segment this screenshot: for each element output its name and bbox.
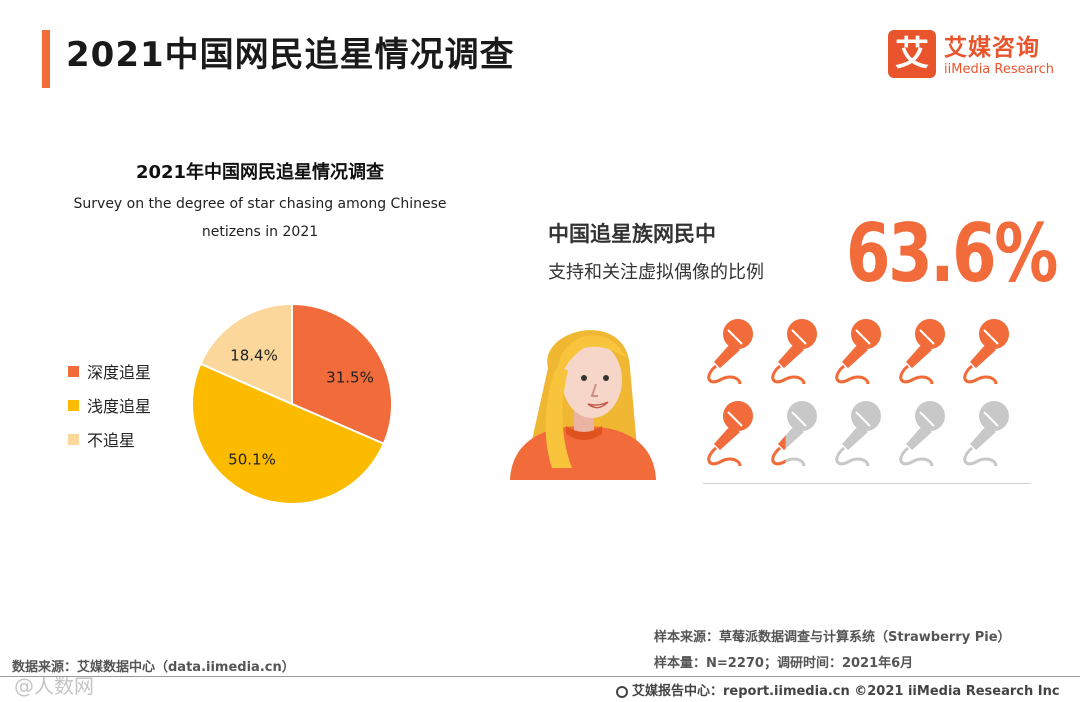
data-source-note: 数据来源：艾媒数据中心（data.iimedia.cn） xyxy=(12,660,295,675)
watermark: @人数网 xyxy=(14,674,94,698)
chart-subtitle-line2: netizens in 2021 xyxy=(201,224,319,240)
microphone-icon xyxy=(963,319,1009,385)
pie-slice xyxy=(199,302,293,406)
icon-grid-divider xyxy=(703,483,1031,484)
infographic-subheadline: 支持和关注虚拟偶像的比例 xyxy=(548,262,764,283)
microphone-icon xyxy=(963,401,1009,467)
microphone-icon xyxy=(707,401,753,467)
pie-chart: 31.5% 50.1% 18.4% xyxy=(190,302,393,506)
avatar-hair-front xyxy=(557,335,626,380)
footer-report-text: 艾媒报告中心：report.iimedia.cn ©2021 iiMedia R… xyxy=(632,684,1060,699)
legend-label: 浅度追星 xyxy=(87,397,152,416)
microphone-icon-grid xyxy=(707,319,1009,467)
chart-title: 2021年中国网民追星情况调查 xyxy=(135,162,385,183)
microphone-icon xyxy=(899,319,945,385)
legend-label: 深度追星 xyxy=(87,363,152,382)
footer-report[interactable]: 艾媒报告中心：report.iimedia.cn ©2021 iiMedia R… xyxy=(616,680,1060,699)
logo-mark-icon: 艾 xyxy=(888,30,936,78)
pie-data-label: 18.4% xyxy=(230,347,278,365)
sample-size-note: 样本量：N=2270；调研时间：2021年6月 xyxy=(654,656,914,671)
avatar-collar xyxy=(566,426,602,440)
chart-legend: 深度追星 浅度追星 不追星 xyxy=(68,354,151,456)
female-avatar-illustration xyxy=(510,330,656,480)
avatar-eye-left xyxy=(581,375,587,381)
legend-item-deep: 深度追星 xyxy=(68,354,151,388)
iimedia-logo[interactable]: 艾 艾媒咨询 iiMedia Research xyxy=(888,30,1058,82)
avatar-eye-right xyxy=(603,375,609,381)
legend-swatch xyxy=(68,399,79,411)
pie-data-label: 50.1% xyxy=(228,451,276,469)
avatar-face xyxy=(562,342,622,418)
title-accent-bar xyxy=(42,30,50,88)
infographic-headline: 中国追星族网民中 xyxy=(548,222,716,246)
legend-label: 不追星 xyxy=(87,431,136,450)
pie-slice xyxy=(291,302,393,446)
microphone-icon xyxy=(835,319,881,385)
page-title: 2021中国网民追星情况调查 xyxy=(66,35,515,75)
legend-item-none: 不追星 xyxy=(68,422,151,456)
microphone-icon xyxy=(771,319,817,385)
pie-slice xyxy=(190,362,386,506)
avatar-nose xyxy=(590,383,598,397)
avatar-hair-side xyxy=(545,368,572,468)
sample-source-note: 样本来源：草莓派数据调查与计算系统（Strawberry Pie） xyxy=(654,630,1011,645)
logo-english-name: iiMedia Research xyxy=(944,62,1055,77)
chart-subtitle: Survey on the degree of star chasing amo… xyxy=(70,190,450,246)
legend-swatch xyxy=(68,365,79,377)
chart-subtitle-line1: Survey on the degree of star chasing amo… xyxy=(73,196,447,212)
microphone-icon xyxy=(899,401,945,467)
microphone-icon xyxy=(707,319,753,385)
legend-swatch xyxy=(68,433,79,445)
legend-item-light: 浅度追星 xyxy=(68,388,151,422)
microphone-icon xyxy=(835,401,881,467)
logo-chinese-name: 艾媒咨询 xyxy=(944,35,1040,61)
footer-divider xyxy=(0,676,1080,677)
big-stat-value: 63.6% xyxy=(846,207,1058,300)
avatar-mouth xyxy=(587,401,609,409)
globe-icon xyxy=(616,686,628,698)
microphone-icon xyxy=(771,401,817,467)
pie-data-label: 31.5% xyxy=(326,369,374,387)
